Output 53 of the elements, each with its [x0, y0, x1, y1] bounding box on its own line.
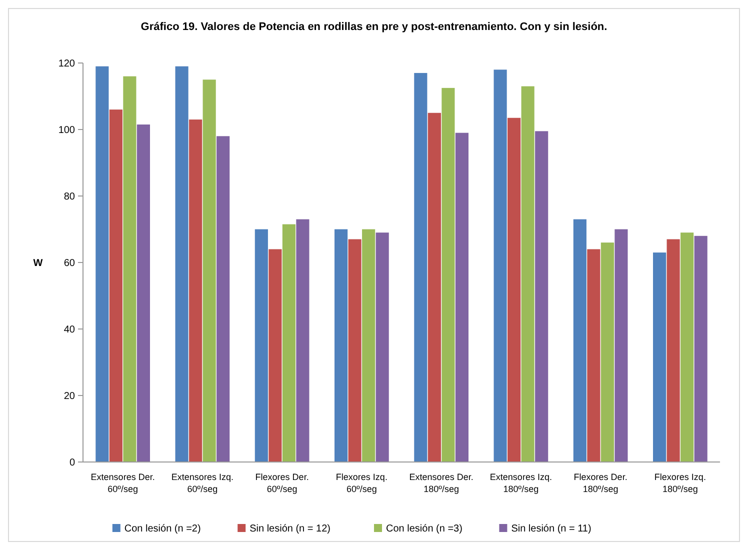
- bar: [175, 66, 188, 462]
- bar: [254, 229, 268, 462]
- y-tick-label: 120: [58, 58, 76, 70]
- bar: [535, 131, 548, 462]
- x-tick-label: Flexores Der. 180º/seg: [574, 472, 628, 494]
- y-tick-label: 100: [58, 125, 76, 136]
- x-tick-label: Flexores Izq. 60º/seg: [336, 472, 388, 494]
- bar: [136, 124, 150, 462]
- bar: [268, 249, 282, 462]
- y-tick-label: 40: [64, 324, 76, 336]
- x-tick-label: Flexores Der. 60º/seg: [255, 472, 309, 494]
- bar: [109, 110, 122, 462]
- bar: [587, 249, 600, 462]
- bar: [428, 112, 441, 462]
- chart-title: Gráfico 19. Valores de Potencia en rodillas en pre y post-entrenamiento. Con y sin lesión.: [140, 21, 608, 33]
- bar: [348, 239, 362, 462]
- x-tick-label: Extensores Der. 60º/seg: [90, 472, 155, 494]
- bar: [508, 118, 521, 462]
- bar: [362, 229, 376, 462]
- y-axis-title: W: [33, 258, 44, 269]
- bar: [455, 132, 468, 462]
- y-tick-label: 80: [64, 192, 76, 202]
- bar: [614, 229, 628, 462]
- bar: [216, 136, 230, 462]
- legend-label: Sin lesión (n = 12): [250, 524, 330, 534]
- bar: [376, 232, 389, 462]
- bar: [573, 219, 586, 462]
- bar: [694, 236, 708, 462]
- legend-label: Sin lesión (n = 11): [511, 524, 592, 534]
- bar: [282, 224, 296, 462]
- bar: [202, 80, 216, 462]
- bar: [123, 76, 136, 462]
- legend-label: Con lesión (n =2): [124, 524, 201, 534]
- y-tick-label: 60: [64, 258, 76, 269]
- bar: [296, 219, 310, 462]
- bar: [521, 86, 534, 462]
- bar: [494, 70, 507, 462]
- bar: [414, 72, 428, 462]
- bar: [653, 252, 666, 462]
- bar: [334, 229, 348, 462]
- y-tick-label: 20: [64, 391, 76, 402]
- bar: [666, 239, 680, 462]
- x-tick-label: Extensores Izq. 180º/seg: [490, 472, 552, 494]
- x-tick-label: Flexores Izq. 180º/seg: [654, 472, 706, 494]
- bar: [96, 66, 109, 462]
- bar: [189, 120, 202, 462]
- x-tick-label: Extensores Der. 180º/seg: [409, 472, 474, 494]
- y-tick-label: 0: [69, 458, 76, 468]
- bar: [442, 88, 455, 462]
- bar: [680, 232, 694, 462]
- x-tick-label: Extensores Izq. 60º/seg: [171, 472, 234, 494]
- legend-label: Con lesión (n =3): [386, 524, 462, 534]
- bar: [600, 242, 614, 462]
